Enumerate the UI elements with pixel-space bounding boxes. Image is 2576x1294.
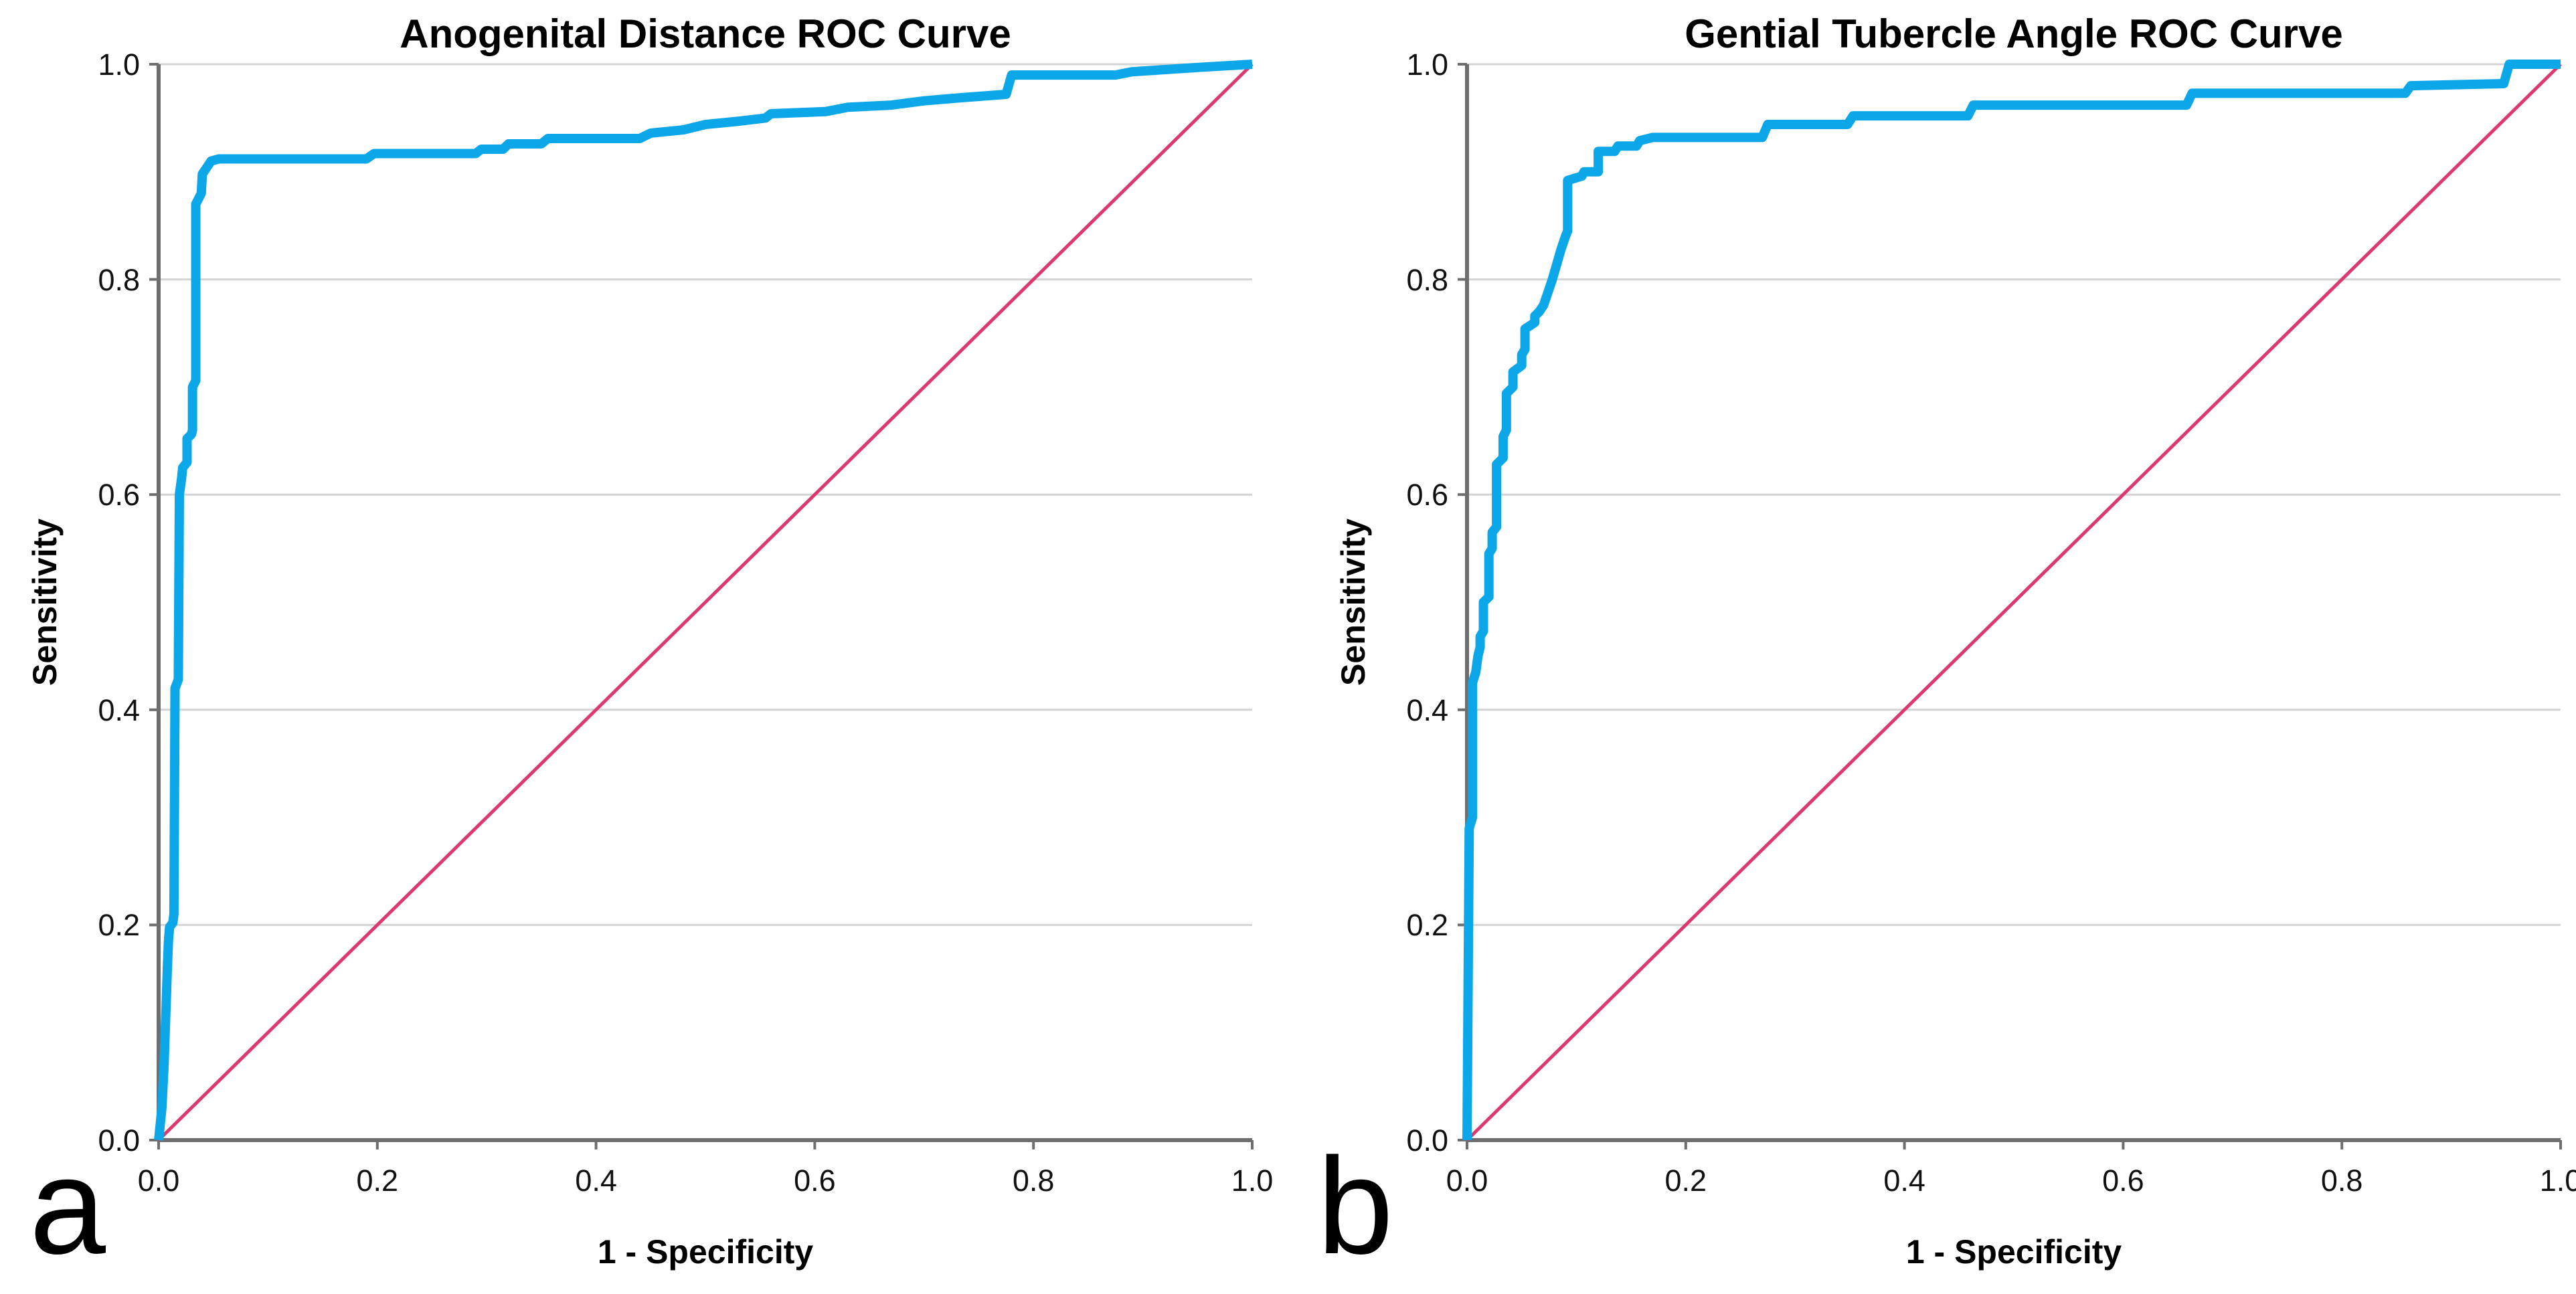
y-tick-label: 0.6 <box>98 478 140 513</box>
x-axis-title: 1 - Specificity <box>1905 1233 2122 1271</box>
roc-curve-path <box>154 60 1253 1141</box>
x-tick-label: 0.0 <box>137 1164 180 1198</box>
panel-letter: b <box>1317 1129 1394 1283</box>
y-tick-label: 0.8 <box>1406 262 1448 297</box>
roc-curve-path <box>1462 60 2561 1141</box>
x-tick-label: 0.6 <box>2102 1164 2144 1198</box>
x-tick-label: 0.4 <box>1883 1164 1925 1198</box>
x-tick-label: 0.4 <box>575 1164 617 1198</box>
y-tick-label: 0.4 <box>1406 692 1448 727</box>
panel-b: Gential Tubercle Angle ROC Curve Sensiti… <box>1288 0 2576 1294</box>
y-axis-title: Sensitivity <box>1335 518 1372 686</box>
y-axis-title: Sensitivity <box>26 518 64 686</box>
y-tick-label: 0.2 <box>1406 908 1448 943</box>
panel-a: Anogenital Distance ROC Curve Sensitivit… <box>26 11 1273 1283</box>
y-tick-label: 0.6 <box>1406 478 1448 513</box>
reference-line <box>1466 63 2562 1141</box>
x-axis-title: 1 - Specificity <box>597 1233 814 1271</box>
y-tick-label: 0.0 <box>98 1123 140 1158</box>
y-tick-label: 0.2 <box>98 908 140 943</box>
x-tick-label: 0.8 <box>1012 1164 1055 1198</box>
x-tick-label: 0.2 <box>1664 1164 1707 1198</box>
y-tick-label: 0.8 <box>98 262 140 297</box>
roc-plot-svg <box>149 60 1254 1149</box>
reference-line <box>157 63 1254 1141</box>
y-tick-label: 1.0 <box>98 48 140 82</box>
y-tick-label: 0.4 <box>98 692 140 727</box>
x-tick-label: 0.6 <box>794 1164 836 1198</box>
y-tick-label: 0.0 <box>1406 1123 1448 1158</box>
y-tick-label: 1.0 <box>1406 48 1448 82</box>
panel-letter: a <box>29 1129 106 1283</box>
x-tick-label: 0.2 <box>356 1164 399 1198</box>
x-tick-label: 1.0 <box>1231 1164 1274 1198</box>
roc-plot-svg <box>1458 60 2562 1149</box>
x-tick-label: 0.0 <box>1446 1164 1488 1198</box>
chart-title: Anogenital Distance ROC Curve <box>400 11 1011 56</box>
x-tick-label: 0.8 <box>2320 1164 2363 1198</box>
chart-title: Gential Tubercle Angle ROC Curve <box>1685 11 2343 56</box>
x-tick-label: 1.0 <box>2539 1164 2576 1198</box>
